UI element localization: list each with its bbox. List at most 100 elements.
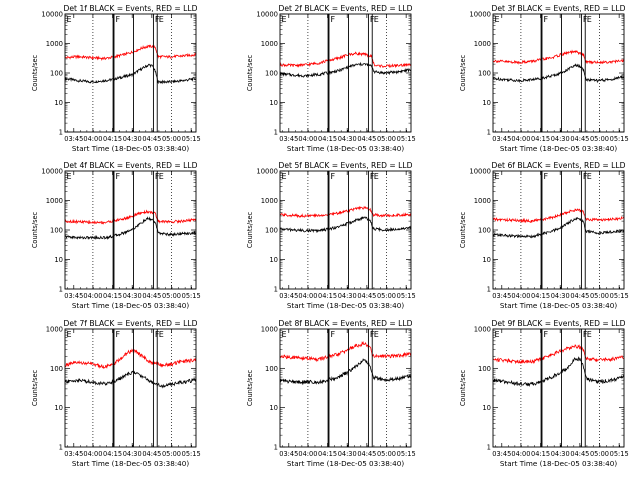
x-tick-label: 04:00 [298, 450, 317, 458]
events-series-line [65, 216, 196, 240]
y-tick-label: 10 [482, 404, 491, 412]
corner-marker-label: E [67, 15, 72, 24]
y-tick-label: 100 [265, 365, 278, 373]
y-tick-label: 100 [265, 227, 278, 235]
event-marker-label: F [330, 15, 335, 24]
event-marker-label: E [374, 172, 379, 181]
x-tick-label: 05:00 [377, 292, 396, 300]
series-group [493, 49, 624, 84]
x-axis-label: Start Time (18-Dec-05 03:38:40) [287, 301, 404, 310]
events-series-line [280, 216, 411, 234]
x-axis-label: Start Time (18-Dec-05 03:38:40) [500, 301, 617, 310]
lld-series-line [493, 344, 624, 365]
x-tick-label: 04:15 [531, 135, 550, 143]
panel-title: Det 2f BLACK = Events, RED = LLD [279, 4, 413, 13]
corner-marker-label: E [282, 172, 287, 181]
x-tick-label: 03:45 [492, 450, 511, 458]
plot-frame [492, 328, 625, 448]
x-tick-label: 04:15 [318, 135, 337, 143]
plot-frame [279, 170, 412, 290]
x-tick-label: 05:00 [590, 135, 609, 143]
x-tick-label: 04:30 [338, 292, 357, 300]
events-series-line [280, 358, 411, 386]
x-tick-label: 04:30 [123, 292, 142, 300]
y-tick-label: 10000 [469, 11, 491, 19]
x-axis-label: Start Time (18-Dec-05 03:38:40) [72, 459, 189, 468]
x-tick-label: 04:00 [83, 292, 102, 300]
x-tick-label: 04:00 [511, 135, 530, 143]
y-tick-label: 1 [487, 444, 491, 452]
events-series-line [65, 63, 196, 85]
y-tick-label: 10000 [256, 11, 278, 19]
event-marker-label: F [115, 15, 120, 24]
x-tick-label: 04:15 [103, 292, 122, 300]
y-tick-label: 10 [482, 256, 491, 264]
y-axis-label: Counts/sec [31, 54, 39, 91]
panel-title: Det 3f BLACK = Events, RED = LLD [492, 4, 626, 13]
y-tick-label: 10 [269, 256, 278, 264]
y-axis-label: Counts/sec [246, 54, 254, 91]
detector-panel-3: Det 3f BLACK = Events, RED = LLD Counts/s… [459, 4, 629, 153]
x-tick-label: 04:30 [338, 135, 357, 143]
detector-panel-8: Det 8f BLACK = Events, RED = LLD Counts/s… [246, 319, 416, 468]
lld-series-line [65, 209, 196, 225]
series-group [280, 205, 411, 234]
x-tick-label: 04:00 [298, 292, 317, 300]
y-tick-label: 1000 [261, 40, 278, 48]
detector-panel-7: Det 7f BLACK = Events, RED = LLD Counts/s… [31, 319, 201, 468]
y-tick-label: 100 [50, 70, 63, 78]
y-tick-label: 1 [274, 129, 278, 137]
lld-series-line [280, 51, 411, 69]
y-tick-label: 1 [59, 286, 63, 294]
x-tick-label: 04:45 [357, 135, 376, 143]
x-tick-label: 04:30 [551, 292, 570, 300]
x-axis-label: Start Time (18-Dec-05 03:38:40) [287, 459, 404, 468]
corner-marker-label: E [282, 15, 287, 24]
y-tick-label: 10 [54, 256, 63, 264]
x-tick-label: 04:15 [318, 292, 337, 300]
series-group [280, 340, 411, 386]
y-tick-label: 10 [54, 404, 63, 412]
event-marker-label: F [543, 15, 548, 24]
lld-series-line [280, 340, 411, 363]
y-tick-label: 1 [487, 129, 491, 137]
panel-title: Det 1f BLACK = Events, RED = LLD [64, 4, 198, 13]
events-series-line [493, 356, 624, 387]
series-group [65, 348, 196, 389]
series-group [280, 51, 411, 78]
plot-frame [64, 328, 197, 448]
x-tick-label: 03:45 [279, 292, 298, 300]
x-tick-label: 05:15 [182, 135, 201, 143]
event-marker-label: E [159, 15, 164, 24]
y-tick-label: 100 [50, 365, 63, 373]
y-tick-label: 100 [265, 70, 278, 78]
x-axis-label: Start Time (18-Dec-05 03:38:40) [72, 301, 189, 310]
x-tick-label: 03:45 [279, 135, 298, 143]
detector-panel-4: Det 4f BLACK = Events, RED = LLD Counts/s… [31, 161, 201, 310]
y-tick-label: 1000 [474, 197, 491, 205]
detector-panel-9: Det 9f BLACK = Events, RED = LLD Counts/s… [459, 319, 629, 468]
x-tick-label: 04:15 [103, 450, 122, 458]
event-marker-label: F [543, 330, 548, 339]
panel-title: Det 7f BLACK = Events, RED = LLD [64, 319, 198, 328]
x-tick-label: 05:00 [377, 450, 396, 458]
x-tick-label: 04:30 [123, 450, 142, 458]
panel-title: Det 4f BLACK = Events, RED = LLD [64, 161, 198, 170]
event-marker-label: E [587, 172, 592, 181]
events-series-line [65, 370, 196, 389]
x-tick-label: 04:45 [142, 135, 161, 143]
series-group [65, 44, 196, 85]
x-tick-label: 05:15 [610, 450, 629, 458]
x-tick-label: 04:45 [357, 292, 376, 300]
lld-series-line [280, 205, 411, 219]
x-tick-label: 04:45 [570, 135, 589, 143]
event-marker-label: F [543, 172, 548, 181]
event-marker-label: E [159, 172, 164, 181]
x-tick-label: 04:00 [511, 450, 530, 458]
x-tick-label: 05:15 [182, 292, 201, 300]
y-tick-label: 10000 [41, 11, 63, 19]
plot-frame [64, 170, 197, 290]
x-tick-label: 05:00 [162, 292, 181, 300]
y-tick-label: 100 [50, 227, 63, 235]
